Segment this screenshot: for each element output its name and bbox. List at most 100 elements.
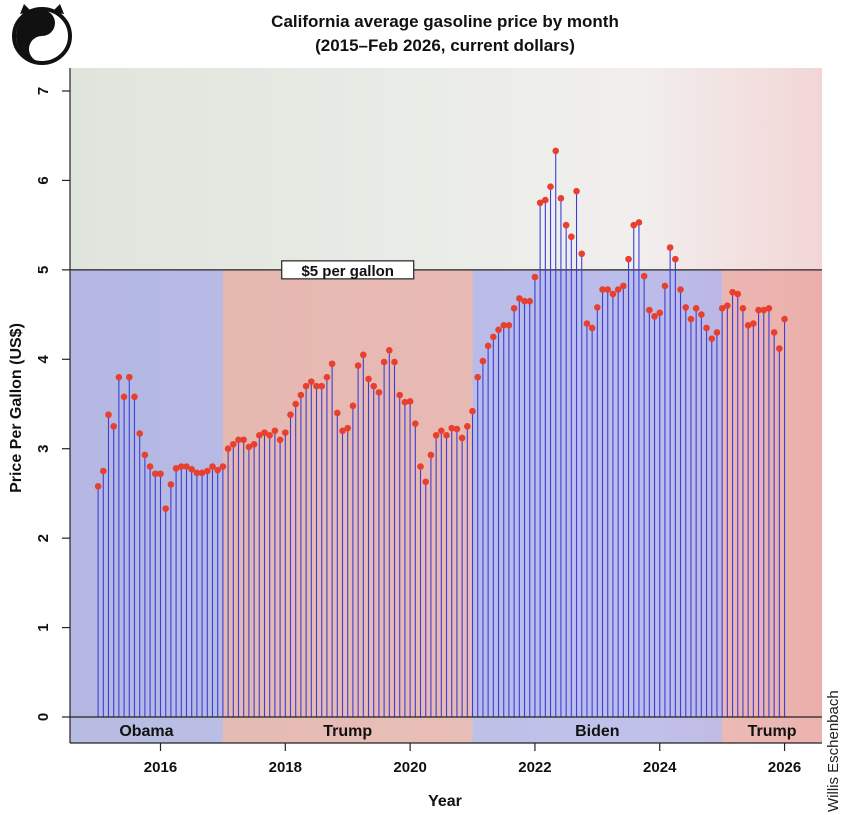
- era-labels: Obama Trump Biden Trump: [119, 723, 796, 740]
- y-tick-label: 4: [35, 354, 52, 363]
- era-strip-trump-1: [222, 717, 473, 743]
- price-point: [141, 451, 149, 459]
- price-point: [313, 382, 320, 390]
- price-point: [224, 445, 232, 453]
- price-point: [770, 329, 778, 336]
- price-point: [167, 481, 175, 488]
- price-point: [188, 465, 195, 473]
- price-point: [526, 297, 534, 305]
- price-point: [583, 320, 591, 327]
- price-point: [666, 244, 674, 251]
- price-point: [282, 429, 289, 436]
- axes: [62, 68, 822, 751]
- price-point: [448, 424, 456, 432]
- price-point: [105, 411, 112, 419]
- price-point: [131, 393, 138, 401]
- price-point: [510, 305, 518, 312]
- price-point: [146, 463, 154, 470]
- price-point: [708, 335, 716, 343]
- price-point: [703, 324, 710, 332]
- price-point: [151, 470, 159, 478]
- x-axis-title: Year: [428, 793, 462, 810]
- era-label-biden: Biden: [575, 723, 619, 740]
- y-tick-label: 7: [35, 87, 52, 95]
- price-point: [521, 297, 528, 305]
- price-point: [672, 255, 679, 263]
- price-point: [552, 147, 560, 155]
- price-point: [214, 466, 221, 474]
- era-label-trump: Trump: [748, 723, 797, 740]
- price-point: [443, 432, 450, 439]
- price-point: [609, 290, 617, 298]
- y-tick-label: 5: [35, 266, 52, 274]
- era-label-obama: Obama: [119, 723, 173, 740]
- price-point: [718, 305, 726, 312]
- price-point: [365, 375, 372, 383]
- price-point: [604, 286, 612, 293]
- price-point: [318, 382, 326, 390]
- price-point: [724, 302, 731, 309]
- price-point: [266, 432, 274, 439]
- price-point: [692, 305, 700, 312]
- price-point: [157, 470, 164, 478]
- chart-title: California average gasoline price by mon…: [271, 12, 619, 31]
- price-point: [646, 306, 653, 314]
- price-point: [375, 389, 383, 396]
- price-point: [344, 424, 352, 432]
- price-point: [110, 423, 117, 430]
- era-strip-trump-3: [722, 717, 822, 743]
- price-point: [578, 250, 586, 258]
- price-point: [625, 255, 632, 263]
- price-point: [536, 199, 544, 207]
- price-point: [209, 463, 216, 470]
- price-point: [656, 309, 664, 317]
- price-point: [765, 305, 773, 312]
- price-point: [193, 469, 201, 477]
- price-point: [203, 467, 211, 475]
- era-label-trump: Trump: [323, 723, 372, 740]
- price-point: [250, 440, 258, 448]
- price-point: [396, 391, 404, 399]
- price-point: [99, 467, 107, 475]
- price-point: [172, 465, 180, 472]
- price-point: [469, 407, 476, 415]
- price-point: [380, 358, 388, 366]
- price-point: [276, 436, 284, 444]
- x-tick-label: 2022: [518, 759, 551, 776]
- price-point: [136, 430, 143, 437]
- price-point: [682, 304, 690, 311]
- price-point: [162, 505, 169, 512]
- x-tick-label: 2016: [144, 759, 177, 776]
- price-point: [271, 427, 279, 435]
- price-point: [422, 478, 430, 486]
- price-point: [661, 282, 669, 290]
- price-point: [458, 434, 466, 442]
- era-strip-obama-0: [70, 717, 223, 743]
- price-point: [308, 378, 315, 385]
- price-point: [349, 402, 357, 410]
- tick-labels: 0 1 2 3 4 5 6 7 2016 2018 2020 2022 2024 2026: [35, 87, 801, 776]
- price-point: [386, 347, 393, 354]
- x-tick-label: 2020: [393, 759, 426, 776]
- price-point: [495, 326, 502, 334]
- price-point: [750, 320, 757, 327]
- price-point: [713, 329, 721, 336]
- price-point: [125, 373, 133, 381]
- price-point: [240, 436, 247, 444]
- price-point: [562, 221, 570, 229]
- five-dollar-label-box: [281, 260, 415, 280]
- price-point: [245, 443, 253, 451]
- price-point: [516, 295, 523, 302]
- y-tick-label: 1: [35, 623, 52, 631]
- price-points: [94, 147, 788, 512]
- price-point: [261, 429, 268, 436]
- price-point: [464, 423, 471, 430]
- price-point: [729, 288, 736, 296]
- price-point: [183, 463, 190, 470]
- price-point: [490, 333, 497, 341]
- price-point: [323, 373, 331, 381]
- price-point: [328, 360, 336, 368]
- price-point: [635, 219, 643, 226]
- price-point: [235, 436, 242, 444]
